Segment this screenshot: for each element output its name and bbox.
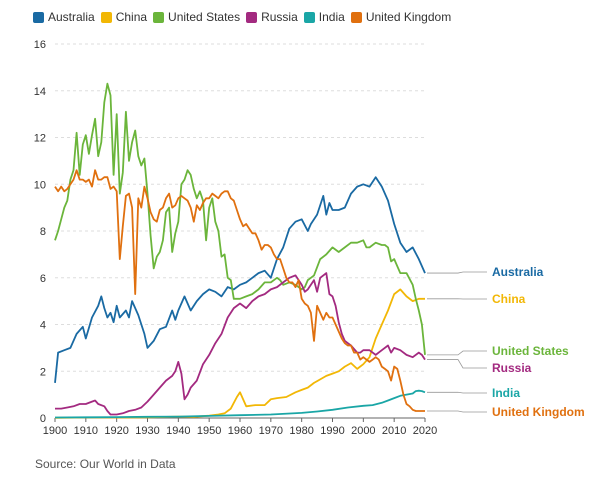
end-label-united-states: United States (492, 344, 569, 358)
legend-label: India (318, 10, 345, 24)
x-tick-label: 2010 (382, 425, 406, 437)
y-tick-label: 4 (40, 320, 46, 332)
series-line-united-kingdom (54, 169, 425, 412)
end-label-australia: Australia (492, 265, 544, 279)
y-tick-label: 0 (40, 413, 46, 425)
x-tick-label: 1960 (228, 425, 252, 437)
legend-label: China (115, 10, 148, 24)
legend-swatch (33, 11, 44, 23)
y-tick-label: 16 (34, 39, 46, 51)
legend-item-india[interactable]: India (303, 10, 345, 24)
source-note: Source: Our World in Data (35, 457, 176, 471)
series-line-united-states (54, 82, 426, 355)
x-tick-label: 2020 (413, 425, 437, 437)
label-connector (427, 410, 487, 413)
x-tick-label: 1910 (74, 425, 98, 437)
y-tick-label: 14 (34, 86, 46, 98)
legend-item-united-kingdom[interactable]: United Kingdom (350, 10, 452, 24)
series-line-russia (55, 272, 426, 416)
y-tick-label: 10 (34, 179, 46, 191)
legend: Australia China United States Russia India Un… (33, 8, 457, 26)
legend-label: Russia (261, 10, 298, 24)
legend-swatch (350, 11, 362, 23)
x-tick-label: 1980 (289, 425, 313, 437)
legend-label: United States (168, 10, 241, 24)
x-tick-label: 1970 (259, 425, 283, 437)
label-connector (427, 359, 487, 369)
legend-item-china[interactable]: China (100, 10, 148, 24)
x-tick-label: 2000 (351, 425, 375, 437)
end-label-india: India (492, 386, 520, 400)
legend-label: Australia (48, 10, 95, 24)
y-tick-label: 12 (34, 133, 46, 145)
label-connector (427, 350, 487, 356)
x-tick-label: 1940 (166, 425, 190, 437)
legend-label: United Kingdom (365, 10, 452, 24)
x-tick-label: 1990 (320, 425, 344, 437)
series-line-india (54, 389, 426, 419)
legend-item-united-states[interactable]: United States (153, 10, 240, 24)
end-label-united-kingdom: United Kingdom (492, 405, 585, 419)
label-connector (427, 271, 487, 274)
x-tick-label: 1950 (197, 425, 221, 437)
label-connector (427, 391, 487, 394)
series-line-china (54, 288, 425, 419)
legend-item-russia[interactable]: Russia (246, 10, 298, 24)
legend-swatch (153, 11, 165, 23)
y-tick-label: 6 (40, 273, 46, 285)
y-tick-label: 2 (40, 366, 46, 378)
legend-item-australia[interactable]: Australia (33, 10, 95, 24)
x-tick-label: 1930 (135, 425, 159, 437)
y-tick-label: 8 (40, 226, 46, 238)
series-line-australia (54, 176, 426, 383)
legend-swatch (303, 11, 315, 23)
x-tick-label: 1920 (104, 425, 128, 437)
x-tick-label: 1900 (43, 425, 67, 437)
end-label-china: China (492, 292, 526, 306)
legend-swatch (100, 11, 112, 23)
end-label-russia: Russia (492, 361, 532, 375)
legend-swatch (246, 11, 258, 23)
